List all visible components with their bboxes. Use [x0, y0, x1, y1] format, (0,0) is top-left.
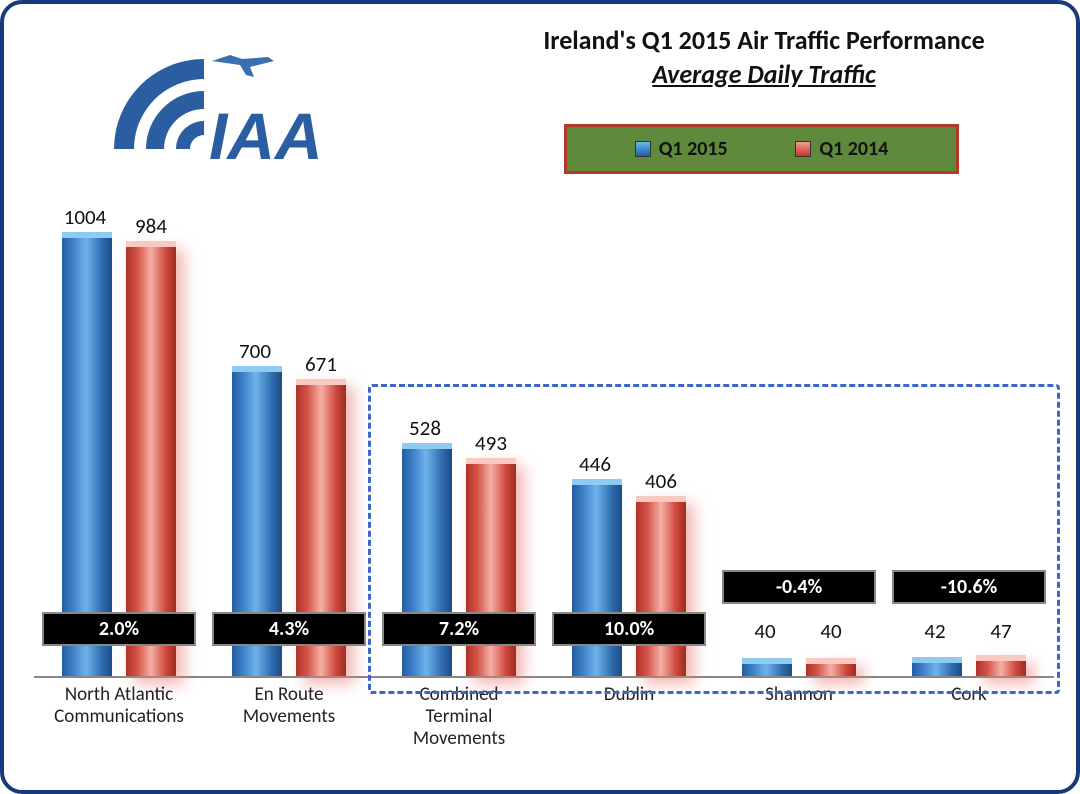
title-line-2: Average Daily Traffic — [464, 58, 1064, 90]
legend: Q1 2015 Q1 2014 — [564, 124, 959, 174]
category-group: 4247 -10.6% Cork — [884, 204, 1054, 764]
bar-2014 — [806, 658, 856, 676]
bar-2015 — [572, 479, 622, 676]
legend-item-2015: Q1 2015 — [635, 137, 728, 161]
legend-label-2014: Q1 2014 — [819, 137, 888, 161]
value-label-2015: 700 — [220, 338, 290, 364]
pct-badge: 4.3% — [212, 612, 366, 646]
svg-text:IAA: IAA — [209, 99, 323, 173]
value-label-2014: 984 — [116, 213, 186, 239]
category-label: Shannon — [714, 684, 884, 706]
pct-badge: 7.2% — [382, 612, 536, 646]
pct-badge: -0.4% — [722, 570, 876, 604]
legend-swatch-blue — [635, 141, 651, 157]
value-label-2014: 671 — [286, 351, 356, 377]
category-group: 4040 -0.4% Shannon — [714, 204, 884, 764]
bar-2015 — [912, 657, 962, 676]
value-label-2015: 1004 — [50, 204, 120, 230]
legend-label-2015: Q1 2015 — [659, 137, 728, 161]
value-label-2015: 40 — [730, 618, 800, 644]
legend-swatch-red — [795, 141, 811, 157]
title-line-1: Ireland's Q1 2015 Air Traffic Performanc… — [464, 24, 1064, 56]
pct-badge: -10.6% — [892, 570, 1046, 604]
value-label-2015: 42 — [900, 618, 970, 644]
bar-2015 — [742, 658, 792, 676]
value-label-2014: 406 — [626, 468, 696, 494]
category-group: 700671 4.3% En RouteMovements — [204, 204, 374, 764]
value-label-2015: 528 — [390, 415, 460, 441]
bar-2014 — [126, 241, 176, 676]
chart-frame: IAA Ireland's Q1 2015 Air Traffic Perfor… — [0, 0, 1080, 794]
bar-2014 — [636, 496, 686, 676]
category-label: Dublin — [544, 684, 714, 706]
value-label-2014: 40 — [796, 618, 866, 644]
bar-2015 — [62, 232, 112, 676]
plot-area: 10049842.0%North AtlanticCommunications7… — [34, 204, 1054, 774]
category-label: CombinedTerminalMovements — [374, 684, 544, 750]
value-label-2015: 446 — [560, 451, 630, 477]
category-label: North AtlanticCommunications — [34, 684, 204, 728]
pct-badge: 10.0% — [552, 612, 706, 646]
legend-item-2014: Q1 2014 — [795, 137, 888, 161]
category-label: Cork — [884, 684, 1054, 706]
iaa-logo: IAA — [94, 39, 354, 179]
category-group: 446406 10.0% Dublin — [544, 204, 714, 764]
category-group: 1004984 2.0% North AtlanticCommunications — [34, 204, 204, 764]
bar-2014 — [976, 655, 1026, 676]
category-group: 528493 7.2% CombinedTerminalMovements — [374, 204, 544, 764]
category-label: En RouteMovements — [204, 684, 374, 728]
pct-badge: 2.0% — [42, 612, 196, 646]
value-label-2014: 493 — [456, 430, 526, 456]
value-label-2014: 47 — [966, 618, 1036, 644]
title-block: Ireland's Q1 2015 Air Traffic Performanc… — [464, 24, 1064, 90]
